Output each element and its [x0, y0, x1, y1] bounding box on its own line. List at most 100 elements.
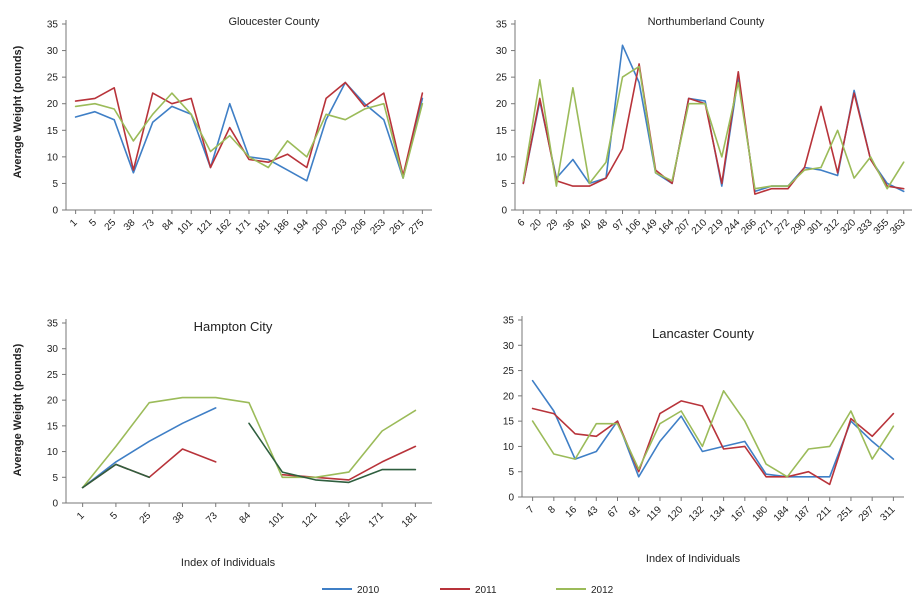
x-tick-label: 180	[751, 504, 771, 524]
x-tick-label: 194	[291, 217, 311, 237]
x-tick-label: 149	[640, 217, 660, 237]
x-tick-label: 312	[822, 217, 842, 237]
x-tick-label: 297	[857, 504, 877, 524]
x-tick-label: 121	[195, 217, 215, 237]
y-tick-label: 25	[47, 73, 59, 84]
y-tick-label: 5	[501, 179, 507, 190]
y-tick-label: 0	[501, 206, 507, 217]
x-tick-label: 7	[525, 504, 537, 516]
x-tick-label: 25	[103, 217, 119, 233]
x-tick-label: 29	[545, 217, 561, 233]
x-tick-label: 203	[330, 217, 350, 237]
chart-title: Lancaster County	[652, 326, 754, 341]
x-tick-label: 363	[888, 217, 908, 237]
y-tick-label: 0	[52, 206, 58, 217]
x-tick-label: 181	[400, 510, 420, 530]
x-tick-label: 184	[772, 504, 792, 524]
y-tick-label: 0	[52, 499, 58, 510]
x-tick-label: 5	[108, 510, 120, 522]
y-tick-label: 10	[496, 152, 508, 163]
series-line-2012	[522, 65, 905, 190]
x-tick-label: 211	[815, 504, 834, 523]
legend: 2010 2011 2012	[322, 585, 614, 596]
x-tick-label: 164	[657, 217, 677, 237]
x-tick-label: 73	[141, 217, 157, 233]
x-tick-label: 101	[267, 510, 287, 530]
y-tick-label: 0	[508, 493, 514, 504]
x-tick-label: 355	[872, 217, 892, 237]
series-line-2011	[522, 63, 905, 195]
x-tick-label: 1	[75, 510, 87, 522]
x-tick-label: 36	[561, 217, 577, 233]
y-tick-label: 35	[47, 319, 59, 330]
x-tick-label: 210	[690, 217, 710, 237]
series-line-2012	[74, 92, 424, 179]
y-tick-label: 15	[503, 417, 515, 428]
x-tick-label: 5	[87, 217, 99, 229]
x-tick-label: 290	[789, 217, 809, 237]
y-tick-label: 15	[47, 126, 59, 137]
series-line-2011	[531, 400, 895, 486]
x-tick-label: 320	[839, 217, 859, 237]
series-line-2011	[74, 81, 424, 177]
chart-title: Gloucester County	[228, 16, 320, 28]
x-tick-label: 186	[272, 217, 292, 237]
x-axis-label-left: Index of Individuals	[181, 557, 276, 569]
series-line-extra-3	[81, 422, 417, 489]
x-tick-label: 333	[855, 217, 875, 237]
x-tick-label: 219	[706, 217, 726, 237]
x-axis-label-right: Index of Individuals	[646, 553, 741, 565]
y-tick-label: 20	[496, 99, 508, 110]
y-tick-label: 10	[503, 442, 515, 453]
x-tick-label: 171	[234, 217, 254, 237]
x-tick-label: 6	[516, 217, 528, 229]
x-tick-label: 206	[349, 217, 369, 237]
x-tick-label: 162	[333, 510, 353, 530]
x-tick-label: 48	[594, 217, 610, 233]
y-tick-label: 15	[47, 421, 59, 432]
x-tick-label: 162	[214, 217, 234, 237]
x-tick-label: 171	[367, 510, 387, 530]
x-tick-label: 301	[806, 217, 826, 237]
x-tick-label: 84	[160, 217, 176, 233]
x-tick-label: 132	[687, 504, 707, 524]
legend-label-2012: 2012	[591, 585, 614, 596]
chart-panel-4: Lancaster County 0 5 10 15 20 25 30 35 7 8 16 43 67 91…	[503, 316, 904, 524]
y-axis-label-top: Average Weight (pounds)	[12, 45, 24, 178]
y-tick-label: 35	[47, 20, 59, 31]
y-tick-label: 30	[496, 46, 508, 57]
x-tick-label: 91	[627, 504, 643, 520]
series-line-2010	[81, 407, 217, 489]
x-tick-label: 40	[578, 217, 594, 233]
y-tick-label: 25	[47, 370, 59, 381]
y-tick-label: 10	[47, 447, 59, 458]
y-tick-label: 25	[503, 366, 515, 377]
y-axis-label-bottom: Average Weight (pounds)	[12, 343, 24, 476]
x-tick-label: 25	[138, 510, 154, 526]
x-tick-label: 38	[171, 510, 187, 526]
x-tick-label: 261	[388, 217, 408, 237]
y-tick-label: 25	[496, 73, 508, 84]
y-tick-label: 5	[508, 467, 514, 478]
y-tick-label: 5	[52, 473, 58, 484]
x-tick-label: 244	[723, 217, 743, 237]
x-tick-label: 207	[673, 217, 693, 237]
x-tick-label: 134	[708, 504, 728, 524]
series-line-2010	[522, 44, 905, 193]
x-tick-label: 266	[739, 217, 759, 237]
x-tick-label: 271	[756, 217, 776, 237]
series-line-2012	[531, 390, 895, 478]
x-tick-label: 20	[528, 217, 544, 233]
legend-label-2010: 2010	[357, 585, 380, 596]
y-tick-label: 35	[496, 20, 508, 31]
x-tick-label: 272	[772, 217, 792, 237]
x-tick-label: 120	[666, 504, 686, 524]
x-tick-label: 106	[624, 217, 644, 237]
x-tick-label: 167	[729, 504, 749, 524]
x-tick-label: 8	[546, 504, 558, 516]
x-tick-label: 1	[68, 217, 80, 229]
x-tick-label: 121	[300, 510, 320, 530]
